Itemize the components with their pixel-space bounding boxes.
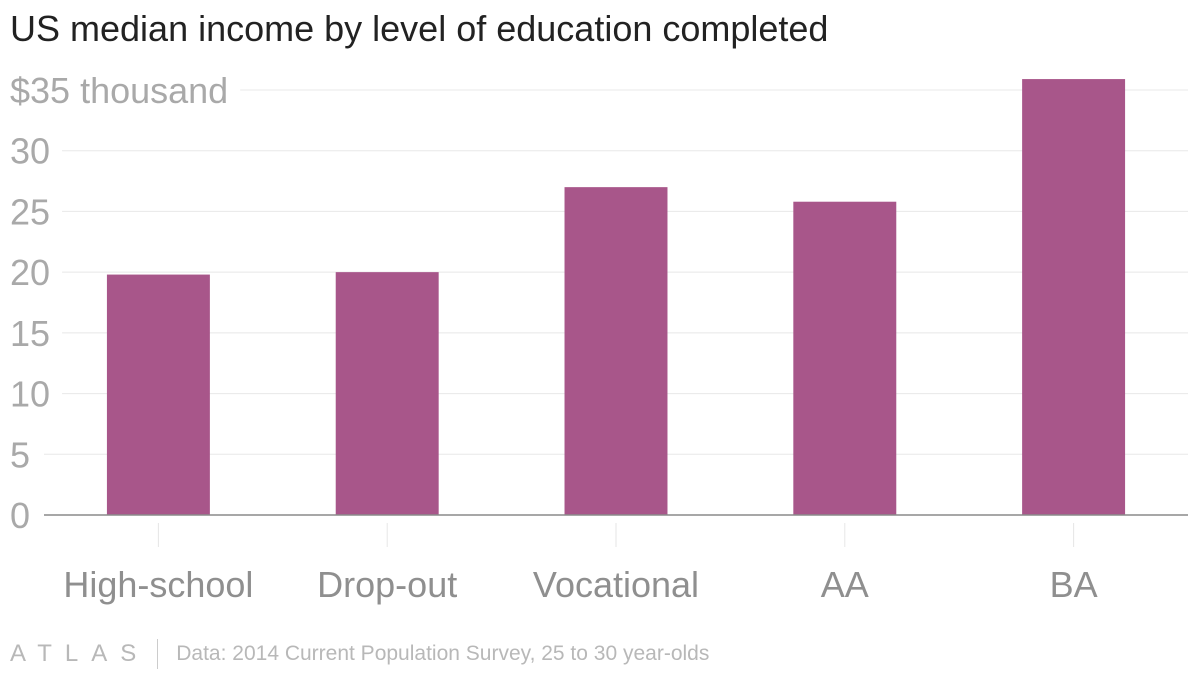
y-tick-label: 15 (10, 313, 50, 354)
y-tick-label: 5 (10, 434, 30, 475)
y-tick-label: 30 (10, 131, 50, 172)
bar (106, 274, 210, 515)
y-tick-label: 0 (10, 495, 30, 536)
bar (1022, 79, 1126, 516)
bar (793, 201, 897, 515)
y-tick-label: 10 (10, 374, 50, 415)
x-tick-label: BA (1050, 564, 1098, 605)
y-tick-label: $35 thousand (10, 70, 228, 111)
y-tick-label: 25 (10, 191, 50, 232)
x-tick-label: AA (821, 564, 869, 605)
atlas-logo: ATLAS (10, 640, 150, 667)
x-tick-label: Vocational (533, 564, 699, 605)
source-note: Data: 2014 Current Population Survey, 25… (176, 642, 710, 665)
footer-divider (157, 639, 159, 669)
bar (564, 187, 668, 515)
y-tick-label: 20 (10, 252, 50, 293)
x-tick-label: High-school (63, 564, 253, 605)
x-tick-label: Drop-out (317, 564, 457, 605)
footer: ATLAS Data: 2014 Current Population Surv… (10, 636, 709, 672)
chart-title: US median income by level of education c… (10, 8, 829, 49)
bar (335, 272, 439, 515)
